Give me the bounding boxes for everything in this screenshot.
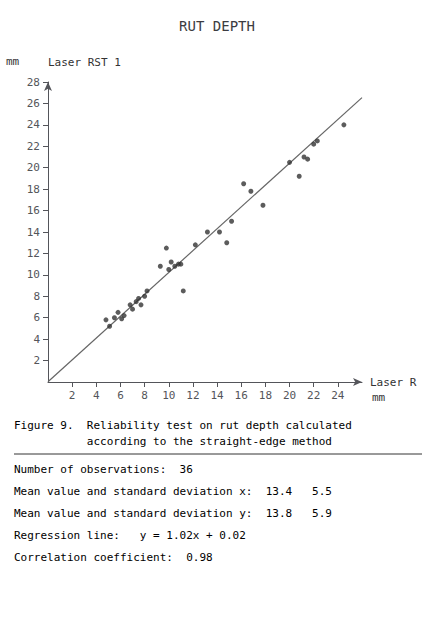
svg-text:8: 8 <box>141 389 148 402</box>
svg-text:mm: mm <box>6 55 20 68</box>
svg-text:6: 6 <box>117 389 124 402</box>
svg-text:14: 14 <box>27 226 41 239</box>
svg-text:14: 14 <box>210 389 224 402</box>
svg-text:16: 16 <box>235 389 248 402</box>
svg-text:RUT DEPTH: RUT DEPTH <box>179 18 255 34</box>
svg-text:20: 20 <box>27 161 40 174</box>
svg-text:Number of observations: 36: Number of observations: 36 <box>14 463 193 476</box>
svg-text:according to the straight-edge: according to the straight-edge method <box>14 435 332 448</box>
svg-text:Regression line: y = 1.02x +: Regression line: y = 1.02x + 0.02 <box>14 529 246 542</box>
svg-text:2: 2 <box>69 389 76 402</box>
svg-text:22: 22 <box>307 389 320 402</box>
svg-text:22: 22 <box>27 140 40 153</box>
svg-text:mm: mm <box>372 391 386 404</box>
svg-text:24: 24 <box>27 118 41 131</box>
svg-text:12: 12 <box>186 389 199 402</box>
svg-text:8: 8 <box>33 290 40 303</box>
svg-text:28: 28 <box>27 76 40 89</box>
svg-text:Laser RST 1: Laser RST 1 <box>48 56 121 69</box>
svg-text:26: 26 <box>27 97 40 110</box>
svg-text:10: 10 <box>162 389 175 402</box>
svg-text:Correlation coefficient: 0.98: Correlation coefficient: 0.98 <box>14 551 213 564</box>
svg-text:12: 12 <box>27 247 40 260</box>
svg-text:16: 16 <box>27 204 40 217</box>
svg-text:18: 18 <box>27 183 40 196</box>
svg-text:2: 2 <box>33 354 40 367</box>
svg-text:18: 18 <box>259 389 272 402</box>
svg-text:10: 10 <box>27 268 40 281</box>
svg-text:4: 4 <box>33 333 40 346</box>
svg-text:24: 24 <box>331 389 345 402</box>
svg-text:6: 6 <box>33 311 40 324</box>
svg-text:Laser R: Laser R <box>370 376 417 389</box>
svg-text:Mean value and standard deviat: Mean value and standard deviation y: 13.… <box>14 507 332 520</box>
svg-text:20: 20 <box>283 389 296 402</box>
svg-text:Figure 9. Reliability test on: Figure 9. Reliability test on rut depth … <box>14 419 352 432</box>
svg-text:Mean value and standard deviat: Mean value and standard deviation x: 13.… <box>14 485 332 498</box>
svg-text:4: 4 <box>93 389 100 402</box>
